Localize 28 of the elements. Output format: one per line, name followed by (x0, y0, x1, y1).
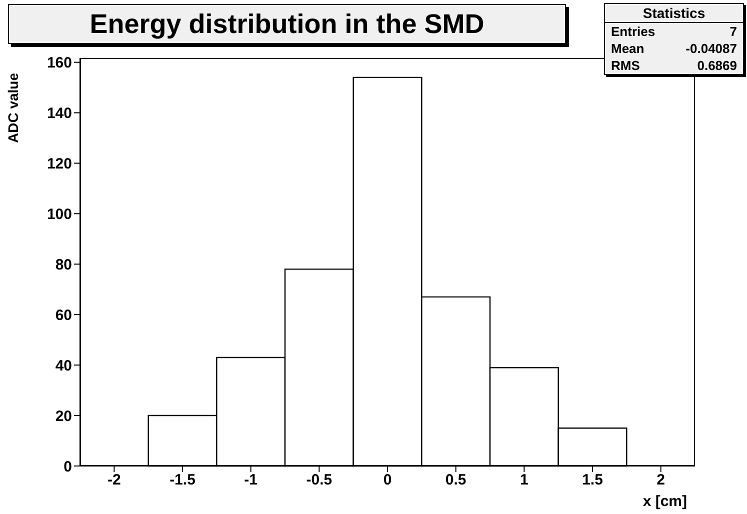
annotation: RMS (611, 58, 640, 73)
y-tick-label: 120 (46, 156, 72, 173)
x-tick-label: 0.5 (445, 472, 466, 489)
x-tick-label: 0 (383, 472, 392, 489)
y-tick-label: 100 (46, 206, 72, 224)
x-tick-label: 1.5 (582, 472, 603, 489)
y-tick-label: 40 (55, 357, 72, 374)
chart-title: Energy distribution in the SMD (8, 4, 566, 44)
y-axis-title: ADC value (4, 72, 21, 144)
x-tick-label: 2 (656, 472, 666, 489)
y-tick-label: 80 (55, 256, 72, 274)
x-tick-label: -0.5 (306, 472, 332, 489)
x-tick-label: -1.5 (170, 472, 196, 489)
text: Entries (611, 24, 656, 39)
y-tick-label: 60 (55, 306, 72, 324)
y-tick-label: 160 (46, 54, 72, 72)
y-tick-label: 140 (46, 105, 72, 122)
x-tick-label: -1 (244, 472, 258, 489)
text: Mean (611, 41, 644, 56)
text: -0.04087 (686, 41, 737, 56)
text: Statistics (605, 4, 743, 23)
text: 7 (730, 24, 737, 39)
x-axis-title: x [cm] (642, 493, 687, 510)
x-tick-label: 1 (520, 472, 528, 489)
y-tick-label: 0 (64, 458, 72, 476)
y-tick-label: 20 (55, 408, 72, 425)
text: 0.6869 (697, 58, 737, 73)
x-tick-label: -2 (107, 472, 121, 489)
